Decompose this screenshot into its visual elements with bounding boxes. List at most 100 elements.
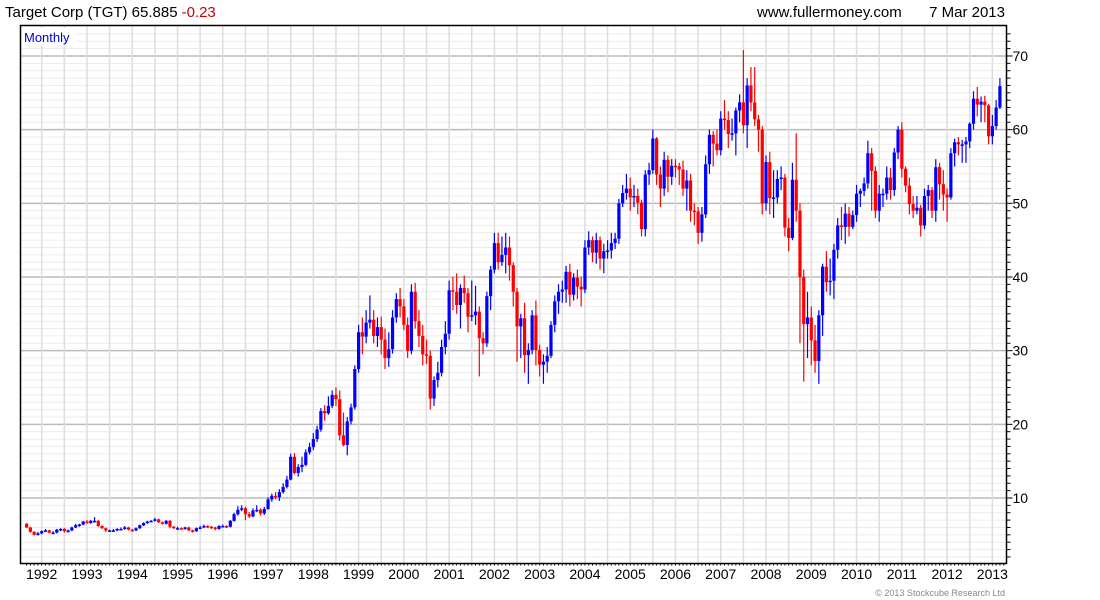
candle-body — [726, 120, 730, 135]
candle-body — [900, 129, 904, 169]
candle-body — [206, 525, 210, 528]
x-tick-label: 2006 — [660, 566, 691, 582]
candle-body — [945, 194, 949, 198]
candle-down — [579, 276, 583, 307]
candle-down — [130, 528, 134, 532]
candle-body — [892, 152, 896, 191]
candle-body — [119, 528, 123, 531]
candle-body — [266, 499, 270, 510]
candle-body — [832, 249, 836, 281]
candle-up — [613, 232, 617, 249]
candle-body — [817, 315, 821, 361]
y-tick-label: 50 — [1013, 195, 1029, 211]
candle-up — [296, 464, 300, 477]
candle-up — [745, 78, 749, 149]
candle-down — [406, 317, 410, 359]
candle-up — [119, 527, 123, 531]
candle-down — [157, 518, 161, 524]
x-tick-label: 2007 — [705, 566, 736, 582]
candle-up — [764, 155, 768, 211]
candle-down — [839, 207, 844, 241]
candle-down — [677, 162, 681, 185]
candle-body — [575, 277, 579, 287]
candle-up — [281, 483, 285, 494]
candle-up — [353, 365, 357, 410]
candle-down — [715, 129, 719, 156]
candle-body — [741, 102, 745, 126]
candle-body — [617, 203, 621, 239]
candle-body — [779, 177, 783, 180]
candle-up — [990, 114, 994, 145]
candle-up — [364, 310, 368, 344]
candle-body — [247, 514, 251, 517]
candle-body — [296, 467, 300, 473]
candle-up — [594, 232, 598, 264]
candle-up — [153, 517, 157, 522]
candle-body — [553, 301, 557, 325]
candle-body — [36, 533, 40, 535]
candle-up — [994, 100, 998, 130]
candle-up — [319, 408, 323, 432]
candle-up — [530, 310, 534, 355]
candle-down — [658, 166, 662, 208]
candle-up — [198, 525, 202, 529]
candle-down — [956, 137, 961, 156]
candle-body — [145, 521, 149, 524]
candle-body — [730, 133, 734, 135]
candle-down — [975, 86, 979, 117]
candle-down — [911, 195, 915, 219]
candle-body — [700, 214, 704, 233]
y-tick-label: 60 — [1013, 122, 1029, 138]
candle-up — [734, 107, 738, 156]
candle-body — [455, 291, 459, 305]
candle-down — [696, 207, 700, 244]
candle-down — [722, 100, 727, 130]
candle-body — [677, 166, 681, 170]
candle-down — [168, 520, 172, 529]
candle-up — [489, 265, 493, 311]
candle-up — [549, 321, 553, 359]
candle-body — [175, 528, 180, 530]
candle-up — [194, 527, 198, 532]
candle-down — [172, 525, 176, 529]
candle-up — [164, 520, 168, 525]
x-tick-label: 2000 — [388, 566, 419, 582]
candle-up — [149, 520, 153, 523]
candle-body — [436, 372, 440, 381]
candle-body — [443, 333, 447, 347]
candle-body — [787, 227, 791, 238]
candle-up — [473, 285, 478, 325]
candle-body — [209, 526, 214, 529]
candle-body — [605, 250, 610, 252]
candle-up — [356, 324, 361, 373]
candle-body — [507, 247, 512, 266]
candle-up — [832, 243, 836, 300]
candle-up — [519, 313, 523, 359]
candle-down — [568, 263, 572, 307]
site-url[interactable]: www.fullermoney.com — [756, 4, 902, 21]
candle-up — [432, 376, 436, 406]
candle-down — [756, 114, 761, 152]
candle-up — [670, 159, 674, 185]
candle-body — [934, 167, 938, 211]
candle-up — [326, 396, 331, 415]
candle-down — [191, 529, 195, 533]
candle-down — [798, 203, 802, 344]
candle-body — [692, 210, 696, 213]
candle-body — [711, 134, 715, 144]
candle-body — [556, 291, 561, 302]
x-tick-label: 1993 — [71, 566, 102, 582]
candle-body — [888, 177, 893, 191]
candle-up — [300, 456, 304, 473]
candle-down — [538, 344, 542, 377]
candle-up — [266, 497, 270, 510]
candle-up — [821, 263, 825, 336]
candle-down — [424, 339, 429, 364]
candle-up — [926, 184, 930, 211]
candle-down — [209, 525, 214, 529]
candle-up — [651, 129, 655, 174]
candle-body — [666, 159, 670, 177]
candle-up — [605, 240, 610, 259]
candle-body — [115, 528, 119, 531]
candle-down — [402, 299, 406, 331]
